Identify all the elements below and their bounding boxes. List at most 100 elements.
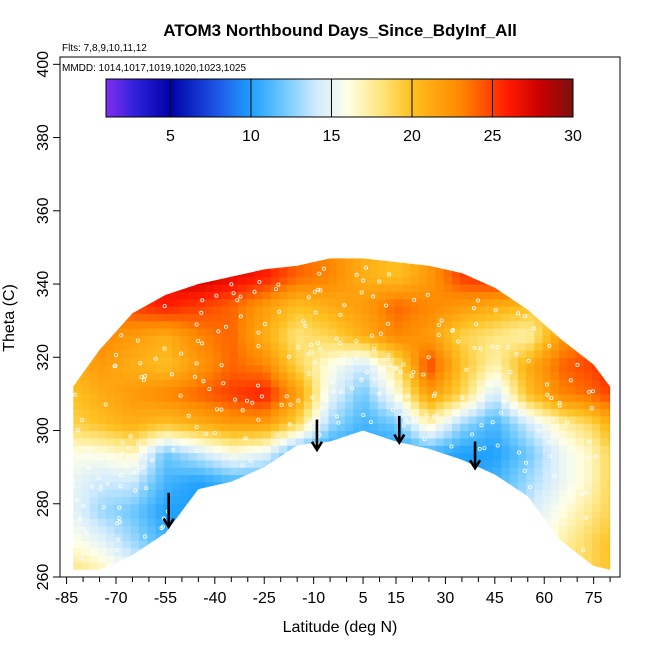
observation-marker [464, 367, 469, 372]
heatmap-cell [468, 276, 478, 285]
heatmap-cell [262, 371, 272, 380]
heatmap-cell [237, 371, 247, 380]
heatmap-cell [270, 364, 280, 373]
heatmap-cell [270, 452, 280, 461]
heatmap-cell [592, 489, 601, 498]
observation-marker [192, 374, 197, 379]
heatmap-cell [89, 423, 99, 432]
heatmap-cell [402, 320, 412, 329]
observation-marker [546, 439, 551, 444]
observation-marker [137, 452, 142, 457]
heatmap-cell [394, 276, 404, 285]
heatmap-cell [402, 357, 412, 366]
observation-marker [221, 381, 226, 386]
heatmap-cell [122, 533, 132, 541]
heatmap-cell [534, 408, 544, 417]
heatmap-cell [254, 437, 264, 446]
heatmap-cell [608, 540, 611, 549]
dates-subtitle: MMDD: 1014,1017,1019,1020,1023,1025 [62, 63, 246, 74]
heatmap-cell [147, 349, 157, 358]
heatmap-cell [344, 320, 354, 329]
heatmap-cell [608, 562, 611, 570]
heatmap-cell [89, 540, 99, 549]
heatmap-cell [279, 364, 288, 373]
heatmap-cell [89, 481, 99, 490]
heatmap-cell [246, 342, 255, 351]
heatmap-cell [435, 437, 445, 446]
heatmap-cell [559, 364, 568, 373]
heatmap-cell [452, 335, 461, 344]
heatmap-cell [501, 386, 511, 395]
heatmap-cell [377, 364, 387, 373]
heatmap-cell [204, 445, 214, 454]
heatmap-cell [526, 445, 535, 454]
heatmap-cell [320, 423, 330, 432]
heatmap-cell [254, 452, 264, 461]
observation-marker [126, 445, 131, 450]
heatmap-cell [114, 342, 124, 351]
heatmap-cell [73, 533, 83, 541]
observation-marker [364, 370, 369, 375]
heatmap-cell [180, 401, 190, 410]
observation-marker [545, 382, 550, 387]
heatmap-cell [89, 415, 99, 424]
heatmap-cell [262, 313, 272, 322]
heatmap-cell [172, 474, 181, 483]
heatmap-cell [254, 335, 264, 344]
heatmap-cell [419, 393, 428, 402]
heatmap-cell [287, 386, 297, 395]
heatmap-cell [180, 445, 190, 454]
heatmap-cell [435, 269, 445, 278]
heatmap-cell [583, 489, 593, 498]
heatmap-cell [509, 452, 519, 461]
heatmap-cell [542, 335, 552, 344]
heatmap-cell [188, 408, 198, 417]
heatmap-cell [246, 306, 255, 314]
heatmap-cell [410, 269, 420, 278]
heatmap-cell [468, 408, 478, 417]
heatmap-cell [353, 364, 363, 373]
heatmap-cell [386, 262, 395, 270]
observation-marker [229, 282, 234, 287]
heatmap-cell [583, 401, 593, 410]
heatmap-cell [402, 342, 412, 351]
heatmap-cell [303, 415, 313, 424]
observation-marker [549, 395, 554, 400]
heatmap-cell [402, 423, 412, 432]
heatmap-cell [575, 518, 585, 527]
heatmap-cell [493, 291, 503, 300]
heatmap-cell [394, 284, 404, 292]
observation-marker [437, 322, 442, 327]
observation-marker [475, 298, 480, 303]
heatmap-cell [353, 357, 363, 366]
heatmap-cell [172, 423, 181, 432]
heatmap-cell [163, 379, 173, 388]
heatmap-cell [106, 525, 115, 534]
heatmap-cell [550, 423, 560, 432]
heatmap-cell [237, 298, 247, 307]
heatmap-cell [312, 342, 321, 351]
heatmap-cell [550, 481, 560, 490]
heatmap-cell [592, 459, 601, 468]
heatmap-cell [410, 327, 420, 336]
heatmap-cell [147, 371, 157, 380]
heatmap-cell [81, 481, 91, 490]
heatmap-cell [493, 408, 503, 417]
heatmap-cell [592, 481, 601, 490]
heatmap-cell [147, 298, 157, 307]
heatmap-cell [534, 327, 544, 336]
heatmap-cell [295, 327, 305, 336]
heatmap-cell [312, 291, 321, 300]
heatmap-cell [550, 364, 560, 373]
heatmap-cell [600, 496, 610, 505]
heatmap-cell [73, 481, 83, 490]
heatmap-cell [114, 445, 124, 454]
observation-marker [523, 314, 528, 319]
heatmap-cell [188, 284, 198, 292]
heatmap-cell [468, 371, 478, 380]
heatmap-cell [188, 357, 198, 366]
observation-marker [303, 323, 308, 328]
heatmap-cell [320, 262, 330, 270]
heatmap-cell [559, 511, 568, 519]
heatmap-cell [452, 371, 461, 380]
